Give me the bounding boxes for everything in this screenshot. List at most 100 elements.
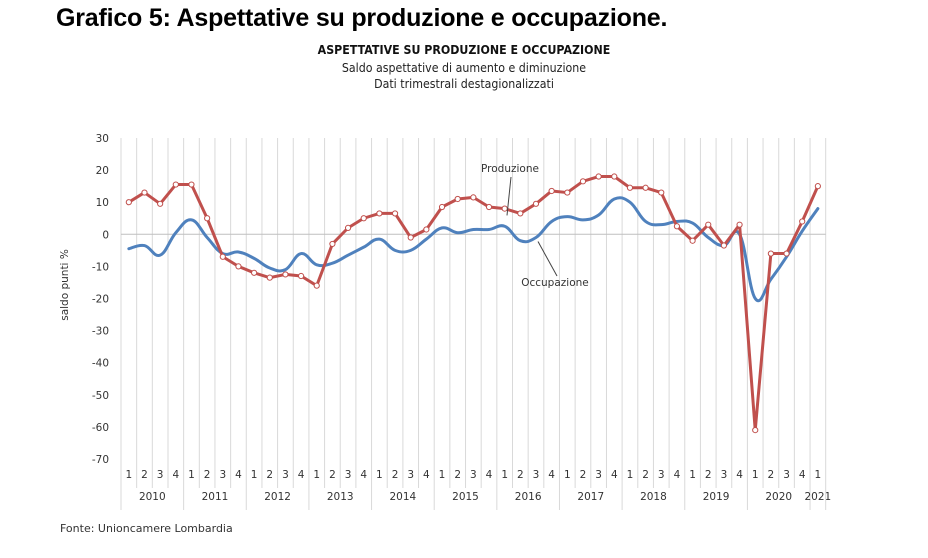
x-tick-quarter: 1 — [564, 469, 571, 481]
x-tick-quarter: 1 — [501, 469, 508, 481]
x-tick-year: 2018 — [640, 491, 667, 503]
y-tick-label: -20 — [92, 294, 109, 306]
x-tick-quarter: 1 — [439, 469, 446, 481]
data-point — [313, 282, 320, 289]
series-line-occupazione — [127, 196, 820, 303]
data-point — [438, 203, 446, 211]
y-tick-label: -10 — [92, 261, 109, 273]
data-point — [251, 269, 258, 276]
data-point — [360, 215, 367, 222]
annotation-produzione: Produzione — [481, 163, 539, 175]
x-tick-quarter: 3 — [219, 469, 226, 481]
x-tick-year: 2011 — [202, 491, 229, 503]
x-tick-quarter: 2 — [392, 469, 399, 481]
data-point — [141, 189, 148, 196]
data-point — [219, 253, 226, 260]
x-tick-year: 2019 — [703, 491, 730, 503]
x-tick-quarter: 3 — [470, 469, 477, 481]
chart-title: ASPETTATIVE SU PRODUZIONE E OCCUPAZIONE — [317, 43, 611, 57]
data-point — [391, 210, 399, 217]
y-axis: 30 20 10 0 -10 -20 -30 -40 -50 -60 -70 — [92, 133, 109, 466]
x-tick-quarter: 1 — [188, 469, 195, 481]
data-point — [752, 427, 759, 434]
x-tick-quarter: 1 — [689, 469, 696, 481]
x-tick-quarter: 4 — [235, 469, 242, 481]
data-point — [423, 226, 430, 233]
data-point — [642, 184, 649, 191]
series-produzione — [125, 173, 821, 434]
y-tick-label: 30 — [96, 133, 109, 145]
data-point — [564, 189, 571, 196]
x-tick-quarter: 4 — [172, 469, 179, 481]
data-point — [376, 210, 383, 217]
annotation-leader-produzione — [506, 176, 512, 216]
data-point — [626, 184, 634, 191]
annotation-leader-occupazione — [537, 241, 558, 277]
x-tick-quarter: 4 — [736, 469, 743, 481]
data-point — [517, 210, 524, 217]
x-tick-quarter: 4 — [298, 469, 305, 481]
document-heading: Grafico 5: Aspettative su produzione e o… — [56, 4, 668, 32]
data-point — [125, 199, 132, 206]
data-point — [799, 218, 806, 225]
y-tick-label: -60 — [92, 422, 109, 434]
x-tick-quarter: 2 — [266, 469, 273, 481]
x-tick-quarter: 3 — [533, 469, 540, 481]
x-tick-quarter: 1 — [251, 469, 258, 481]
series-occupazione — [127, 196, 820, 303]
x-tick-quarter: 3 — [783, 469, 790, 481]
data-point — [407, 234, 414, 241]
x-tick-quarter: 4 — [423, 469, 430, 481]
source-note: Fonte: Unioncamere Lombardia — [60, 522, 233, 535]
x-tick-quarter: 3 — [282, 469, 289, 481]
x-tick-quarter: 4 — [799, 469, 806, 481]
x-tick-quarter: 1 — [752, 469, 759, 481]
x-tick-quarter: 4 — [611, 469, 618, 481]
data-point — [532, 200, 540, 207]
grid-lines — [120, 138, 827, 488]
x-tick-year: 2017 — [577, 491, 604, 503]
data-point — [705, 221, 712, 228]
x-tick-year: 2021 — [805, 491, 832, 503]
data-point — [611, 173, 618, 180]
x-tick-quarter: 1 — [376, 469, 383, 481]
data-point — [297, 272, 305, 280]
x-tick-quarter: 2 — [642, 469, 649, 481]
data-point — [344, 224, 352, 231]
x-tick-year: 2010 — [139, 491, 166, 503]
data-point — [548, 187, 555, 195]
x-tick-quarter: 4 — [360, 469, 367, 481]
y-tick-label: 10 — [96, 197, 109, 209]
x-tick-year: 2015 — [452, 491, 479, 503]
x-tick-quarter: 1 — [815, 469, 822, 481]
data-point — [783, 250, 790, 257]
data-point — [470, 194, 477, 201]
y-tick-label: -30 — [92, 326, 109, 338]
x-tick-quarter: 1 — [313, 469, 320, 481]
x-tick-year: 2014 — [390, 491, 417, 503]
x-tick-quarter: 1 — [627, 469, 634, 481]
x-tick-quarter: 2 — [204, 469, 211, 481]
x-tick-year: 2020 — [765, 491, 792, 503]
x-tick-quarter: 2 — [768, 469, 775, 481]
y-tick-label: -70 — [92, 454, 109, 466]
x-tick-year: 2013 — [327, 491, 354, 503]
data-point — [157, 200, 164, 207]
data-point — [579, 178, 587, 185]
y-axis-label: saldo punti % — [59, 249, 71, 321]
x-tick-quarter: 4 — [674, 469, 681, 481]
y-tick-label: 0 — [102, 229, 109, 241]
x-tick-quarter: 4 — [548, 469, 555, 481]
x-tick-quarter: 2 — [454, 469, 461, 481]
x-tick-quarter: 3 — [595, 469, 602, 481]
x-tick-quarter: 2 — [517, 469, 524, 481]
data-point — [204, 215, 211, 222]
data-point — [172, 181, 179, 188]
data-point — [673, 223, 681, 230]
y-tick-label: -50 — [92, 390, 109, 402]
y-tick-label: -40 — [92, 358, 109, 370]
annotation-occupazione: Occupazione — [521, 277, 589, 289]
data-point — [720, 242, 728, 249]
